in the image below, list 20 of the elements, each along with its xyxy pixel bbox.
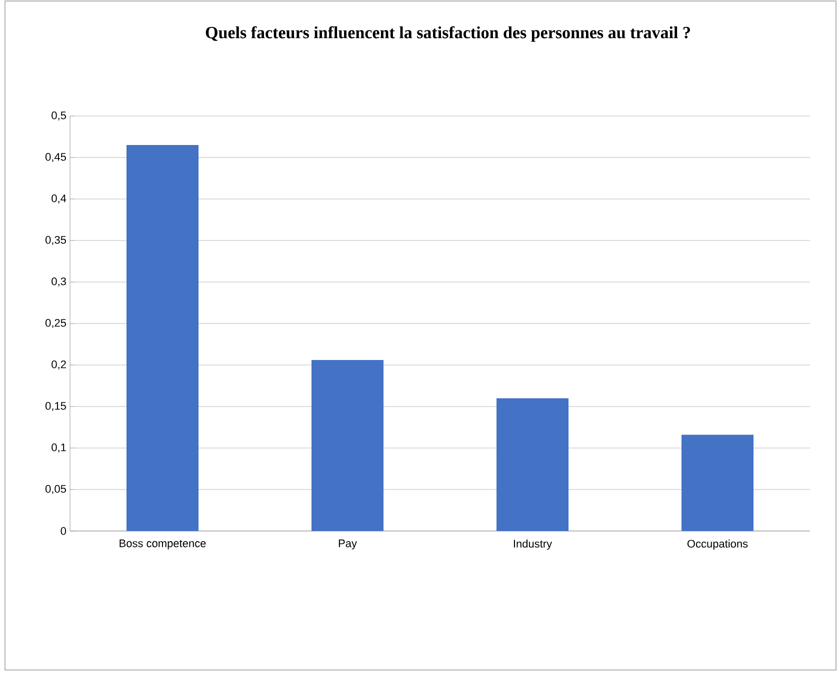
bar: [126, 145, 199, 531]
bar: [496, 398, 569, 531]
y-tick-label: 0,15: [45, 402, 66, 412]
x-tick-label: Pay: [338, 540, 357, 550]
x-tick-label: Industry: [514, 540, 552, 550]
y-tick-label: 0,4: [52, 194, 66, 204]
y-tick-label: 0,35: [45, 236, 66, 246]
y-tick-label: 0,2: [52, 360, 66, 370]
chart-title: Quels facteurs influencent la satisfaction des personnes au travail ?: [206, 26, 690, 42]
x-tick-label: Occupations: [687, 540, 748, 550]
y-tick-label: 0,3: [52, 277, 66, 287]
y-tick-label: 0,25: [45, 318, 66, 328]
y-tick-label: 0,5: [52, 111, 66, 121]
x-tick-label: Boss competence: [120, 540, 206, 550]
y-tick-label: 0,45: [45, 152, 66, 162]
y-tick-label: 0,05: [45, 484, 66, 494]
y-tick-label: 0,1: [52, 443, 66, 453]
y-tick-label: 0: [60, 527, 66, 535]
bar: [682, 434, 754, 531]
bar: [312, 360, 384, 531]
